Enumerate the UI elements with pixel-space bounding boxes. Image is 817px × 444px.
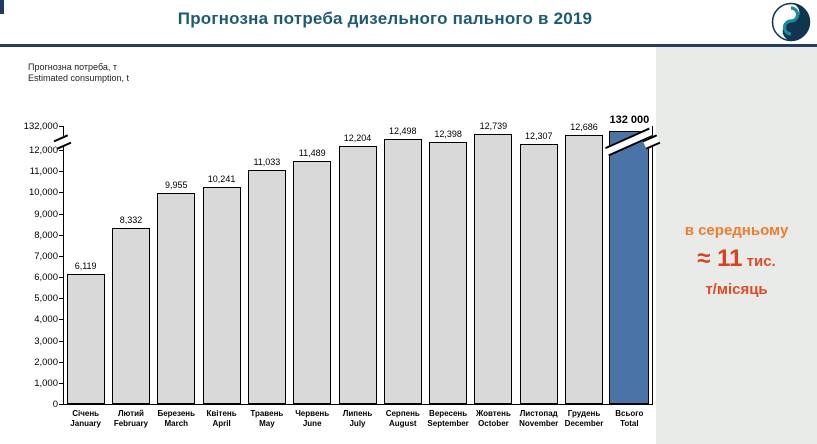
bar-value-label: 12,686 <box>570 122 598 133</box>
y-tick-label: 0 <box>52 399 58 410</box>
y-tick-mark <box>59 340 63 342</box>
y-tick-mark <box>59 234 63 236</box>
y-tick-label: 12,000 <box>28 145 58 156</box>
bar-january <box>66 274 105 404</box>
y-tick-label: 7,000 <box>34 250 58 262</box>
bar-march <box>157 193 196 404</box>
y-tick-mark <box>59 298 63 300</box>
bar-february <box>111 227 150 404</box>
y-tick-mark <box>59 382 63 384</box>
x-label: Серпень August <box>385 409 420 428</box>
annotation-line-3: т/місяць <box>705 281 768 298</box>
x-label: Грудень December <box>564 409 604 428</box>
bar-june <box>293 160 332 404</box>
bar-value-label: 11,033 <box>253 157 281 168</box>
bar-value-label: 10,241 <box>207 174 236 185</box>
bar-august <box>383 139 422 404</box>
y-axis-title-en: Estimated consumption, t <box>28 73 130 83</box>
bar-july <box>338 145 377 404</box>
x-label-total: Всього Total <box>615 409 644 428</box>
bar-september <box>429 141 468 404</box>
y-tick-label: 2,000 <box>34 356 58 368</box>
y-tick-mark <box>59 192 63 194</box>
y-axis-line <box>63 126 64 404</box>
bar-value-label: 12,739 <box>479 121 508 132</box>
annotation-approx-value: ≈ 11 <box>697 245 743 272</box>
y-tick-mark <box>59 404 63 405</box>
y-tick-mark <box>59 361 63 363</box>
bar-value-label: 6,119 <box>74 261 97 272</box>
total-value-label: 132 000 <box>609 114 650 126</box>
y-tick-mark <box>59 255 63 257</box>
y-tick-mark <box>59 213 63 215</box>
bar-value-label: 12,398 <box>434 128 462 139</box>
y-tick-label: 1,000 <box>34 377 58 389</box>
header-divider <box>0 44 817 47</box>
page-title: Прогнозна потреба дизельного пального в … <box>177 9 593 28</box>
x-label: Квітень April <box>206 409 237 428</box>
y-tick-label-top: 132,000 <box>23 121 58 132</box>
x-label: Травень May <box>250 409 284 428</box>
y-tick-label: 6,000 <box>34 272 58 283</box>
y-tick-mark <box>59 277 63 278</box>
y-tick-mark <box>59 126 63 127</box>
x-label: Січень January <box>70 409 101 428</box>
y-tick-label: 5,000 <box>34 293 58 305</box>
bar-value-label: 9,955 <box>165 180 188 191</box>
x-label: Березень March <box>157 409 196 428</box>
average-annotation: в середньому ≈ 11 тис. т/місяць <box>656 217 817 304</box>
y-tick-label: 4,000 <box>34 314 58 326</box>
annotation-line-1: в середньому <box>684 222 789 239</box>
bar-october <box>474 134 513 404</box>
side-panel: в середньому ≈ 11 тис. т/місяць <box>656 47 817 444</box>
annotation-thousand: тис. <box>742 253 776 270</box>
x-label: Лютий February <box>113 409 149 428</box>
y-tick-label: 8,000 <box>34 229 58 241</box>
bar-value-label: 12,307 <box>524 130 553 141</box>
axis-break-icon <box>53 134 72 150</box>
bar-december <box>565 135 604 404</box>
y-axis-title-uk: Прогнозна потреба, т <box>28 62 118 72</box>
x-axis-line <box>63 404 653 405</box>
x-label: Жовтень October <box>475 409 511 428</box>
x-label: Липень July <box>342 409 373 428</box>
y-tick-mark <box>59 319 63 321</box>
y-tick-mark <box>59 171 63 173</box>
bar-value-label: 12,498 <box>389 126 417 137</box>
x-label: Вересень September <box>427 409 469 428</box>
y-tick-label: 3,000 <box>34 335 58 347</box>
bar-value-label: 12,204 <box>343 132 372 143</box>
x-label: Червень June <box>295 409 330 428</box>
bar-may <box>247 170 286 404</box>
company-logo <box>771 2 811 42</box>
y-tick-label: 11,000 <box>29 166 58 178</box>
x-label: Листопад November <box>519 409 559 428</box>
header-accent-mark <box>0 0 4 14</box>
bar-total <box>609 131 650 404</box>
swirl-logo-icon <box>771 2 811 42</box>
plot-right-border <box>652 126 653 404</box>
header: Прогнозна потреба дизельного пального в … <box>0 0 817 44</box>
bar-april <box>202 187 241 404</box>
y-axis-title: Прогнозна потреба, т Estimated consumpti… <box>28 62 129 84</box>
annotation-line-2: ≈ 11 тис. <box>656 245 817 276</box>
y-tick-label: 9,000 <box>34 208 58 220</box>
bar-value-label: 11,489 <box>298 147 326 158</box>
y-tick-mark <box>59 150 63 151</box>
y-tick-label: 10,000 <box>28 187 58 199</box>
bar-november <box>519 143 558 404</box>
bar-value-label: 8,332 <box>119 214 143 225</box>
